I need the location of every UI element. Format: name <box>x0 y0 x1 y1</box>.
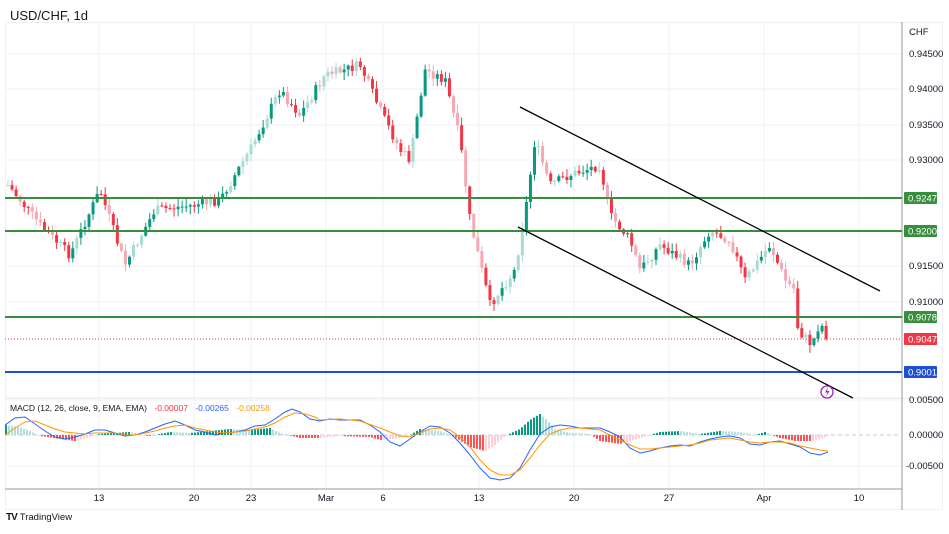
trend-channel[interactable] <box>517 106 881 399</box>
svg-text:0.94500: 0.94500 <box>909 49 943 60</box>
level-tag-0.92472 <box>904 192 937 204</box>
level-tag-0.90782 <box>904 311 937 323</box>
level-tag-0.92001 <box>904 225 937 237</box>
macd-histogram <box>5 414 829 451</box>
tradingview-logo-icon: TV <box>6 512 18 523</box>
svg-text:0.00000: 0.00000 <box>909 430 943 441</box>
last-price-tag <box>904 333 937 345</box>
svg-text:0.90782: 0.90782 <box>908 313 942 324</box>
tradingview-logo[interactable]: TV TradingView <box>6 512 72 523</box>
macd-signal-line <box>4 412 829 476</box>
time-axis[interactable]: 13 20 23 Mar 6 13 20 27 Apr 10 <box>94 493 865 504</box>
svg-text:0.91000: 0.91000 <box>909 297 943 308</box>
svg-text:10: 10 <box>854 493 865 504</box>
svg-text:13: 13 <box>474 493 485 504</box>
brand-label: TradingView <box>19 512 73 523</box>
macd-legend[interactable]: MACD (12, 26, close, 9, EMA, EMA) -0.000… <box>10 403 275 413</box>
svg-text:27: 27 <box>664 493 675 504</box>
candlestick-series <box>6 57 828 353</box>
macd-signal-value: -0.00258 <box>236 403 270 413</box>
svg-text:0.91500: 0.91500 <box>909 261 943 272</box>
horizontal-levels[interactable] <box>5 197 902 373</box>
svg-text:Apr: Apr <box>757 493 772 504</box>
channel-upper-line <box>519 106 881 292</box>
svg-text:0.90476: 0.90476 <box>908 335 942 346</box>
macd-value: -0.00265 <box>195 403 229 413</box>
macd-line <box>4 408 829 481</box>
price-axis[interactable]: CHF 0.94500 0.94000 0.93500 0.93000 0.91… <box>904 27 944 472</box>
svg-text:0.00500: 0.00500 <box>909 395 943 406</box>
macd-label: MACD (12, 26, close, 9, EMA, EMA) <box>10 403 147 413</box>
svg-text:20: 20 <box>569 493 580 504</box>
lightning-icon[interactable] <box>820 385 834 399</box>
svg-text:0.92472: 0.92472 <box>908 194 942 205</box>
svg-text:0.94000: 0.94000 <box>909 84 943 95</box>
channel-lower-line <box>517 226 854 399</box>
chart-title: USD/CHF, 1d <box>10 8 89 23</box>
svg-text:0.93500: 0.93500 <box>909 120 943 131</box>
svg-text:-0.00500: -0.00500 <box>906 461 944 472</box>
svg-text:0.92001: 0.92001 <box>908 227 942 238</box>
svg-text:0.93000: 0.93000 <box>909 155 943 166</box>
svg-text:Mar: Mar <box>318 493 334 504</box>
svg-text:0.90011: 0.90011 <box>908 368 942 379</box>
horizontal-grid <box>5 53 902 467</box>
svg-text:20: 20 <box>189 493 200 504</box>
svg-text:23: 23 <box>246 493 257 504</box>
svg-text:6: 6 <box>380 493 385 504</box>
vertical-grid <box>98 22 860 488</box>
macd-histogram-value: -0.00007 <box>154 403 188 413</box>
currency-label: CHF <box>909 27 929 38</box>
svg-text:13: 13 <box>94 493 105 504</box>
level-tag-0.90011 <box>904 366 937 378</box>
